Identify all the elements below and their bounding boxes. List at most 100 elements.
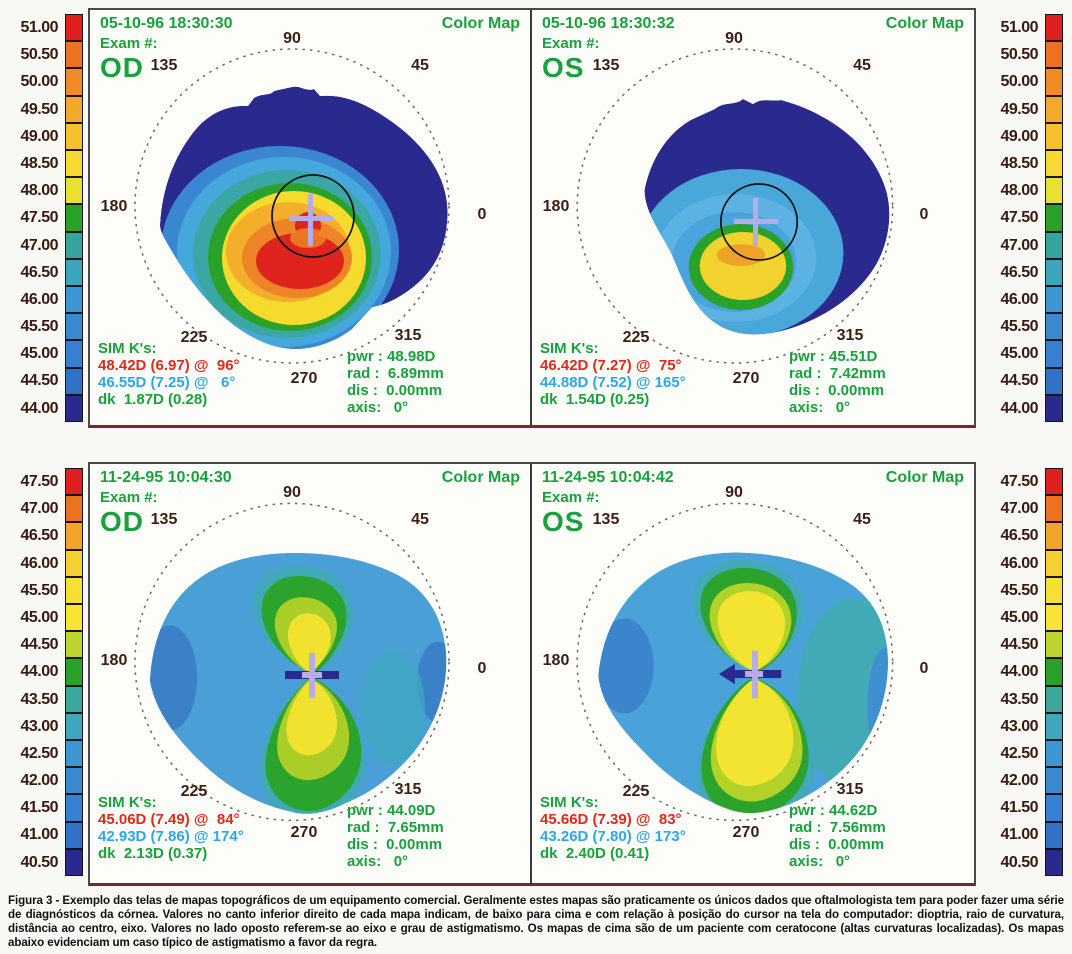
scale-value-label: 46.00	[20, 554, 58, 572]
scale-color-cell	[1046, 795, 1062, 823]
map-zone-blue-dark-left	[150, 625, 197, 731]
scale-color-cell	[66, 523, 82, 551]
scale-color-cell	[1046, 123, 1062, 152]
angle-label-180: 180	[100, 198, 128, 215]
scale-color-cell	[1046, 686, 1062, 714]
scale-value-label: 40.50	[20, 853, 58, 871]
map-zone-blue-dark-right	[417, 641, 447, 723]
readout-rad: rad : 7.65mm	[347, 819, 444, 836]
scale-color-cell	[66, 605, 82, 633]
scale-value-label: 50.00	[1000, 73, 1038, 91]
map-zone-teal-right	[361, 649, 425, 767]
readout-axis: axis: 0°	[347, 853, 409, 870]
cursor-cross	[285, 652, 339, 699]
scale-value-label: 48.00	[20, 182, 58, 200]
scale-value-label: 45.00	[1000, 608, 1038, 626]
scale-value-label: 43.00	[1000, 717, 1038, 735]
angle-label-45: 45	[411, 511, 429, 528]
readout-dis: dis : 0.00mm	[789, 382, 885, 399]
map-zone-teal-right	[797, 598, 888, 791]
scale-value-label: 48.50	[1000, 154, 1038, 172]
scale-value-label: 44.50	[20, 372, 58, 390]
scale-value-label: 45.50	[20, 318, 58, 336]
map-type-label: Color Map	[441, 15, 520, 32]
map-zone-yellow-top	[717, 591, 786, 672]
scale-value-label: 42.50	[20, 744, 58, 762]
scale-color-cell	[1046, 632, 1062, 660]
scale-color-cell	[66, 632, 82, 660]
readout-axis: axis: 0°	[789, 853, 851, 870]
scale-color-cell	[1046, 259, 1062, 288]
eye-label-os: OS	[542, 506, 585, 537]
map-zone-yellow	[699, 232, 787, 300]
scale-color-cell	[1046, 822, 1062, 850]
scale-color-cell	[1046, 178, 1062, 206]
scale-value-labels: 51.00 50.50 50.00 49.50 49.00 48.50 48.00 47.50…	[986, 14, 1038, 422]
color-scale-bottom-left: 47.50 47.00 46.50 46.00 45.50 45.00 44.50 44.00…	[6, 468, 83, 876]
scale-color-cell	[66, 151, 82, 179]
scale-color-cell	[66, 123, 82, 152]
scale-color-cell	[1046, 15, 1062, 43]
scale-value-label: 44.00	[1000, 663, 1038, 681]
scale-color-cell	[1046, 368, 1062, 396]
scale-value-label: 46.50	[1000, 527, 1038, 545]
scale-color-cell	[1046, 605, 1062, 633]
sim-k-delta: dk 1.54D (0.25)	[540, 391, 650, 408]
sim-k-delta: dk 2.13D (0.37)	[98, 845, 208, 862]
readout-dis: dis : 0.00mm	[347, 836, 443, 853]
angle-label-135: 135	[592, 57, 620, 74]
scale-value-label: 46.00	[20, 290, 58, 308]
scale-color-cell	[1046, 577, 1062, 606]
readout-pwr: pwr : 44.09D	[347, 802, 436, 819]
scale-color-cell	[66, 469, 82, 497]
scale-value-label: 47.00	[1000, 236, 1038, 254]
scale-color-cell	[66, 368, 82, 396]
scale-value-label: 51.00	[20, 19, 58, 36]
angle-label-270: 270	[290, 370, 318, 387]
scale-value-label: 47.50	[20, 209, 58, 227]
sim-k-block: SIM K's: 48.42D (6.97) @ 96° 46.55D (7.2…	[98, 340, 240, 408]
angle-label-270: 270	[290, 824, 318, 841]
scale-value-label: 47.50	[20, 473, 58, 490]
scale-value-label: 44.00	[20, 663, 58, 681]
scale-value-label: 41.50	[20, 799, 58, 817]
scale-color-cell	[66, 768, 82, 796]
scale-value-label: 44.50	[1000, 372, 1038, 390]
sim-k-title: SIM K's:	[540, 794, 599, 811]
cursor-cross	[718, 650, 782, 699]
scale-color-cell	[66, 259, 82, 288]
angle-label-135: 135	[150, 511, 178, 528]
scale-value-label: 44.00	[1000, 399, 1038, 417]
angle-label-225: 225	[180, 783, 208, 800]
scale-value-label: 44.50	[1000, 636, 1038, 654]
readout-dis: dis : 0.00mm	[789, 836, 885, 853]
scale-color-cell	[1046, 395, 1062, 422]
scale-color-cell	[66, 314, 82, 342]
color-scale-top-left: 51.00 50.50 50.00 49.50 49.00 48.50 48.00 47.50…	[6, 14, 83, 422]
panel-top-right-os: 90 45 135 180 0 225 270 315 05-10-96 18:30:32 C…	[532, 10, 974, 425]
angle-label-0: 0	[919, 660, 929, 677]
scale-color-cell	[66, 96, 82, 124]
angle-label-90: 90	[725, 484, 743, 501]
angle-label-0: 0	[477, 660, 487, 677]
scale-color-cell	[1046, 469, 1062, 497]
cursor-cross	[289, 194, 333, 246]
scale-color-cell	[66, 713, 82, 742]
readout-axis: axis: 0°	[347, 399, 409, 416]
scale-value-label: 45.00	[20, 345, 58, 363]
sim-k-steep: 45.66D (7.39) @ 83°	[540, 811, 682, 828]
scale-color-cell	[1046, 849, 1062, 876]
scale-color-cell	[66, 287, 82, 315]
color-scale-top-right: 51.00 50.50 50.00 49.50 49.00 48.50 48.00 47.50…	[986, 14, 1063, 422]
readout-rad: rad : 6.89mm	[347, 365, 444, 382]
sim-k-title: SIM K's:	[540, 340, 599, 357]
scale-value-label: 49.50	[1000, 100, 1038, 118]
exam-number-label: Exam #:	[542, 489, 600, 506]
scale-value-label: 49.00	[1000, 127, 1038, 145]
exam-datetime: 05-10-96 18:30:30	[100, 15, 233, 32]
scale-color-cell	[66, 849, 82, 876]
sim-k-title: SIM K's:	[98, 340, 157, 357]
scale-value-label: 41.00	[20, 826, 58, 844]
corneal-topography-map-od-astigmatism	[134, 502, 450, 822]
map-zone-blue-right-edge	[867, 647, 888, 765]
